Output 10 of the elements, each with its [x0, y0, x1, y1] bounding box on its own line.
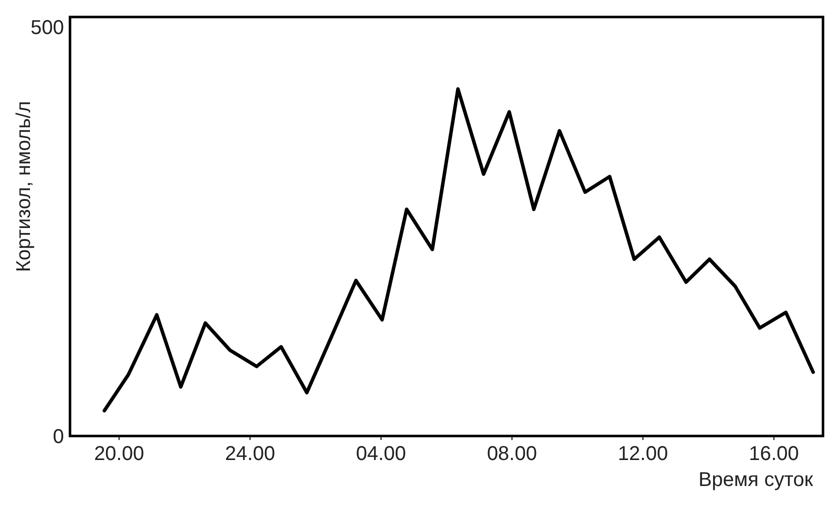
x-tick-label: 24.00 — [225, 443, 276, 465]
x-tick-label: 08.00 — [486, 443, 538, 465]
x-axis-title: Время суток — [698, 469, 814, 491]
y-axis-title: Кортизол, нмоль/л — [13, 101, 35, 272]
x-tick-label: 20.00 — [94, 443, 144, 465]
x-tick-label: 12.00 — [618, 443, 668, 465]
y-tick-label: 0 — [52, 426, 64, 448]
x-tick-label: 04.00 — [356, 443, 406, 465]
x-tick-label: 16.00 — [748, 443, 799, 465]
y-tick-label: 500 — [30, 16, 64, 39]
